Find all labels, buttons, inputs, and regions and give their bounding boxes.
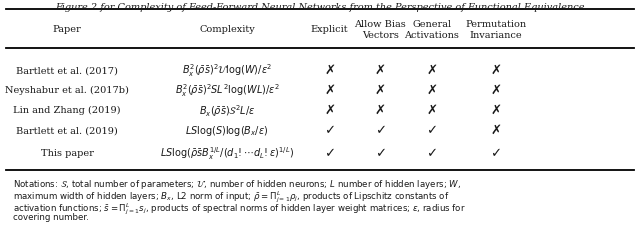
Text: $LS\log(S)\log(B_x/\epsilon)$: $LS\log(S)\log(B_x/\epsilon)$ bbox=[186, 123, 269, 137]
Text: Complexity: Complexity bbox=[199, 25, 255, 34]
Text: Explicit: Explicit bbox=[311, 25, 348, 34]
Text: General
Activations: General Activations bbox=[404, 20, 460, 39]
Text: ✗: ✗ bbox=[426, 104, 438, 117]
Text: ✗: ✗ bbox=[490, 84, 502, 97]
Text: Notations: $\mathcal{S}$, total number of parameters; $\mathcal{U}$, number of h: Notations: $\mathcal{S}$, total number o… bbox=[13, 177, 461, 190]
Text: ✓: ✓ bbox=[324, 124, 335, 136]
Text: ✗: ✗ bbox=[374, 64, 386, 77]
Text: ✗: ✗ bbox=[324, 64, 335, 77]
Text: ✗: ✗ bbox=[374, 104, 386, 117]
Text: Allow Bias
Vectors: Allow Bias Vectors bbox=[355, 20, 406, 39]
Text: ✗: ✗ bbox=[426, 84, 438, 97]
Text: maximum width of hidden layers; $B_x$, L2 norm of input; $\bar{\rho} = \Pi_{j=1}: maximum width of hidden layers; $B_x$, L… bbox=[13, 189, 449, 204]
Text: ✓: ✓ bbox=[374, 147, 386, 159]
Text: Bartlett et al. (2019): Bartlett et al. (2019) bbox=[17, 125, 118, 135]
Text: ✗: ✗ bbox=[324, 84, 335, 97]
Text: $B_x^2(\bar{\rho}\bar{s})^2\mathcal{U}\log(W)/\epsilon^2$: $B_x^2(\bar{\rho}\bar{s})^2\mathcal{U}\l… bbox=[182, 62, 273, 79]
Text: ✓: ✓ bbox=[426, 124, 438, 136]
Text: covering number.: covering number. bbox=[13, 213, 88, 221]
Text: ✓: ✓ bbox=[324, 147, 335, 159]
Text: $B_x^2(\bar{\rho}\bar{s})^2SL^2\log(WL)/\epsilon^2$: $B_x^2(\bar{\rho}\bar{s})^2SL^2\log(WL)/… bbox=[175, 82, 280, 99]
Text: $LS\log(\bar{\rho}\bar{s}B_x^{1/L}/(d_1!\cdots d_L!\epsilon)^{1/L})$: $LS\log(\bar{\rho}\bar{s}B_x^{1/L}/(d_1!… bbox=[160, 144, 294, 161]
Text: Neyshabur et al. (2017b): Neyshabur et al. (2017b) bbox=[5, 86, 129, 95]
Text: Bartlett et al. (2017): Bartlett et al. (2017) bbox=[16, 66, 118, 75]
Text: ✗: ✗ bbox=[490, 124, 502, 136]
Text: Permutation
Invariance: Permutation Invariance bbox=[465, 20, 527, 39]
Text: Paper: Paper bbox=[53, 25, 81, 34]
Text: $B_x(\bar{\rho}\bar{s})\mathcal{S}^2L/\epsilon$: $B_x(\bar{\rho}\bar{s})\mathcal{S}^2L/\e… bbox=[199, 102, 255, 118]
Text: This paper: This paper bbox=[41, 148, 93, 158]
Text: ✗: ✗ bbox=[374, 84, 386, 97]
Text: ✓: ✓ bbox=[374, 124, 386, 136]
Text: Figure 2 for Complexity of Feed-Forward Neural Networks from the Perspective of : Figure 2 for Complexity of Feed-Forward … bbox=[55, 3, 585, 12]
Text: ✗: ✗ bbox=[324, 104, 335, 117]
Text: ✓: ✓ bbox=[426, 147, 438, 159]
Text: ✗: ✗ bbox=[490, 64, 502, 77]
Text: ✓: ✓ bbox=[490, 147, 502, 159]
Text: ✗: ✗ bbox=[426, 64, 438, 77]
Text: Lin and Zhang (2019): Lin and Zhang (2019) bbox=[13, 106, 121, 115]
Text: activation functions; $\bar{s} = \Pi_{j=1}^L s_j$, products of spectral norms of: activation functions; $\bar{s} = \Pi_{j=… bbox=[13, 201, 465, 216]
Text: ✗: ✗ bbox=[490, 104, 502, 117]
